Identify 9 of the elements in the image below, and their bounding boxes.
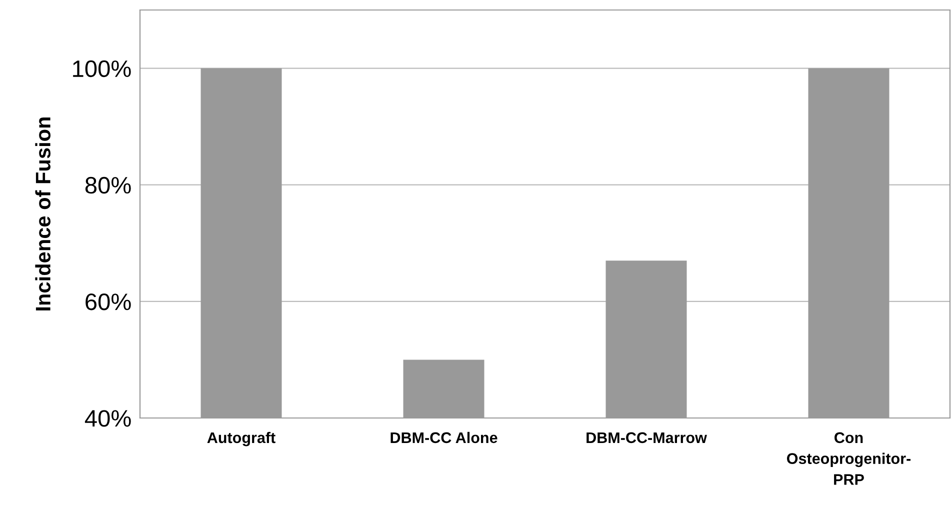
x-tick-label: DBM-CC-Marrow: [586, 432, 707, 444]
x-tick-label: Autograft: [207, 432, 276, 446]
y-tick-label: 40%: [84, 410, 131, 427]
y-tick-label: 80%: [85, 176, 131, 194]
y-tick-label: 60%: [86, 293, 131, 310]
y-axis-title: Incidence of Fusion: [35, 117, 50, 310]
x-tick-label: DBM-CC Alone: [390, 432, 498, 444]
y-tick-label: 100%: [73, 60, 131, 78]
x-tick-label: Con Osteoprogenitor- PRP: [787, 432, 911, 485]
